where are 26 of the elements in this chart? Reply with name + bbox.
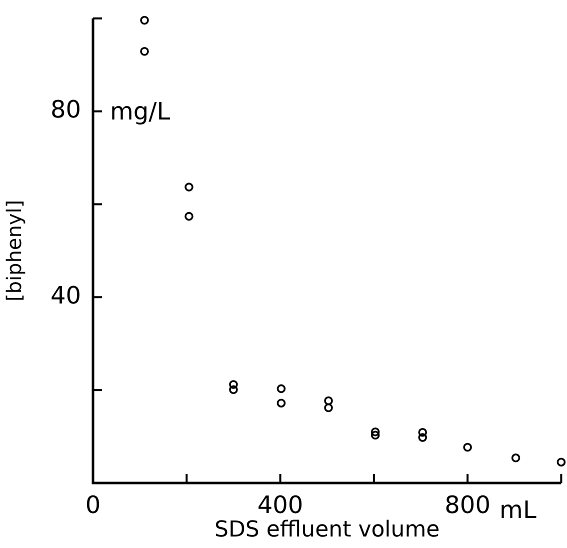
point <box>140 46 149 56</box>
y-tick-label: 40 <box>50 281 81 310</box>
point <box>324 403 333 412</box>
point <box>229 385 238 394</box>
text: mL <box>500 496 537 524</box>
point <box>324 396 333 406</box>
point <box>184 212 194 221</box>
point <box>229 380 238 389</box>
point <box>511 454 520 462</box>
point <box>276 398 286 408</box>
point <box>370 430 380 440</box>
point <box>276 384 286 394</box>
x-axis-title: SDS effluent volume <box>214 518 440 543</box>
point <box>418 433 428 442</box>
point <box>556 458 566 466</box>
annotation: mg/L <box>110 98 171 126</box>
point <box>418 428 428 437</box>
point <box>184 182 194 192</box>
x-tick-label: 400 <box>257 491 304 520</box>
x-tick-label: 800 <box>444 491 490 520</box>
point <box>463 442 472 452</box>
y-tick-label: 80 <box>50 96 81 124</box>
point <box>140 16 149 25</box>
x-tick-label: 0 <box>85 491 101 520</box>
y-axis-title: [biphenyl] <box>2 200 26 302</box>
point <box>370 427 380 436</box>
